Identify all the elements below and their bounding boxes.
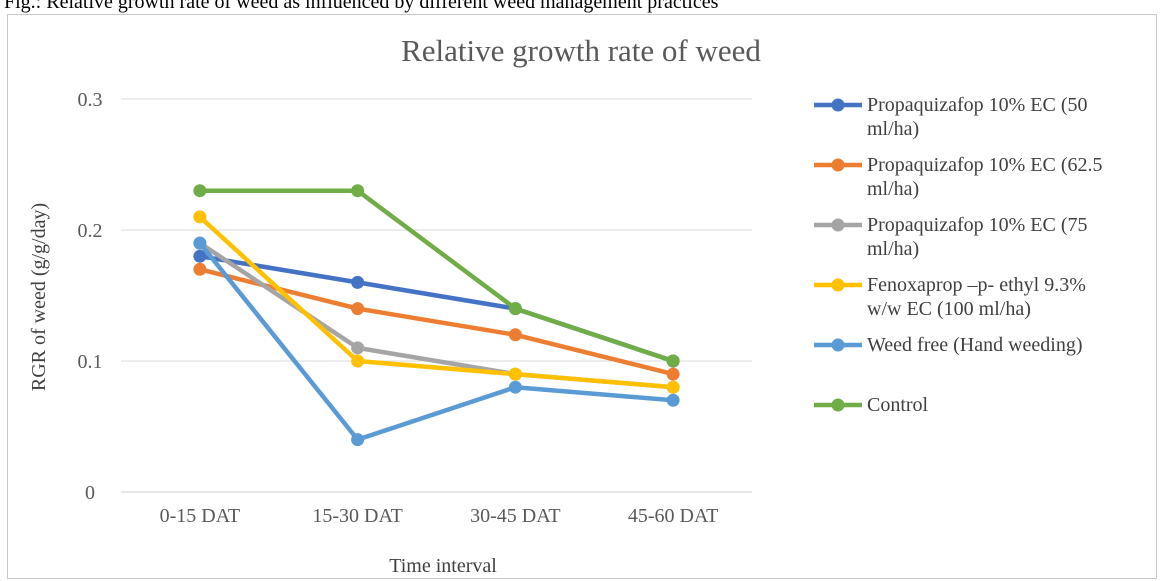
- legend-label: Propaquizafop 10% EC (75: [867, 214, 1088, 236]
- legend-swatch-marker: [831, 158, 845, 172]
- data-point: [351, 275, 365, 289]
- data-point: [193, 262, 207, 276]
- chart-title: Relative growth rate of weed: [401, 33, 761, 68]
- figure-caption: Fig.: Relative growth rate of weed as in…: [4, 0, 719, 13]
- legend-label: ml/ha): [867, 238, 919, 260]
- data-point: [351, 341, 365, 355]
- legend-item: Fenoxaprop –p- ethyl 9.3%w/w EC (100 ml/…: [814, 274, 1086, 320]
- legend-label: Fenoxaprop –p- ethyl 9.3%: [867, 274, 1086, 296]
- data-point: [666, 367, 680, 381]
- chart-frame: Relative growth rate of weed 0 0.1 0.2 0.3 …: [7, 14, 1157, 579]
- legend-swatch-marker: [831, 218, 845, 232]
- series-group: [193, 236, 680, 447]
- legend-label: Propaquizafop 10% EC (50: [867, 94, 1088, 116]
- legend-swatch-marker: [831, 98, 845, 112]
- legend-label: Propaquizafop 10% EC (62.5: [867, 154, 1103, 176]
- data-point: [508, 328, 522, 342]
- legend-swatch-marker: [831, 398, 845, 412]
- x-tick-label: 15-30 DAT: [312, 505, 403, 527]
- data-point: [666, 354, 680, 368]
- data-point: [351, 184, 365, 198]
- series-line: [197, 253, 676, 364]
- data-point: [193, 184, 207, 198]
- series-line: [197, 188, 676, 364]
- data-point: [193, 236, 207, 250]
- legend-label: w/w EC (100 ml/ha): [867, 298, 1031, 320]
- legend-label: ml/ha): [867, 118, 919, 140]
- series-line: [197, 267, 676, 377]
- series-line: [197, 240, 676, 442]
- line-chart: Relative growth rate of weed 00.10.20.3 …: [28, 33, 1103, 577]
- series-group: [193, 210, 680, 394]
- data-point: [193, 249, 207, 263]
- series-group: [193, 249, 680, 368]
- series-line: [197, 214, 676, 390]
- data-point: [351, 433, 365, 447]
- y-tick-label: 0.2: [78, 220, 103, 242]
- data-point: [508, 367, 522, 381]
- legend-swatch-marker: [831, 278, 845, 292]
- y-tick-label: 0: [85, 482, 95, 504]
- legend-label: ml/ha): [867, 178, 919, 200]
- x-tick-label: 30-45 DAT: [470, 505, 561, 527]
- legend-item: Control: [814, 394, 929, 416]
- data-point: [351, 354, 365, 368]
- x-tick-label: 0-15 DAT: [160, 505, 241, 527]
- data-point: [666, 380, 680, 394]
- legend-item: Propaquizafop 10% EC (62.5ml/ha): [814, 154, 1103, 200]
- x-axis-label: Time interval: [389, 555, 497, 577]
- legend-label: Control: [867, 394, 929, 416]
- x-tick-label: 45-60 DAT: [628, 505, 719, 527]
- data-point: [666, 393, 680, 407]
- data-point: [508, 380, 522, 394]
- y-tick-label: 0.1: [78, 351, 103, 373]
- legend-item: Weed free (Hand weeding): [814, 334, 1083, 356]
- data-point: [508, 302, 522, 316]
- legend-swatch-marker: [831, 338, 845, 352]
- data-point: [193, 210, 207, 224]
- series-group: [193, 236, 680, 394]
- legend-label: Weed free (Hand weeding): [867, 334, 1083, 356]
- series-group: [193, 184, 680, 368]
- y-axis-label: RGR of weed (g/g/day): [28, 203, 50, 391]
- y-tick-label: 0.3: [78, 89, 103, 111]
- data-point: [351, 302, 365, 316]
